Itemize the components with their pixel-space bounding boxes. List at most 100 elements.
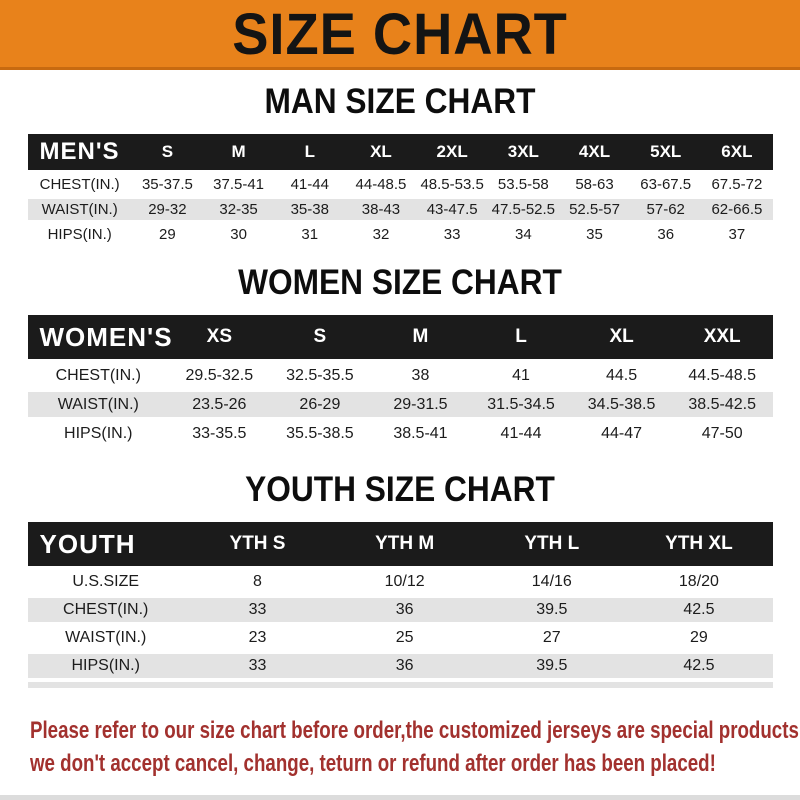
youth-size-chart-section: YOUTH SIZE CHART YOUTH YTH S YTH M YTH L YTH…: [0, 468, 800, 688]
man-size-chart-section: MAN SIZE CHART MEN'S S M L XL 2XL 3XL 4XL 5XL 6XL…: [0, 82, 800, 249]
size-column-header: YTH XL: [625, 522, 773, 566]
size-value-cell: 36: [630, 224, 702, 245]
size-column-header: 2XL: [416, 134, 488, 170]
size-value-cell: 34: [487, 224, 559, 245]
size-value-cell: 36: [331, 598, 479, 622]
bottom-edge-divider: [0, 795, 800, 800]
youth-table-header-row: YOUTH YTH S YTH M YTH L YTH XL: [27, 522, 773, 566]
women-data-row: CHEST(IN.) 29.5-32.5 32.5-35.5 38 41 44.5 44.5…: [27, 363, 773, 388]
size-value-cell: 39.5: [478, 598, 626, 622]
size-value-cell: 44.5-48.5: [671, 363, 773, 388]
size-column-header: L: [274, 134, 346, 170]
size-value-cell: 29: [131, 224, 203, 245]
banner: SIZE CHART: [0, 0, 800, 70]
row-label: HIPS(IN.): [27, 224, 132, 245]
size-column-header: 6XL: [701, 134, 773, 170]
size-value-cell: 31.5-34.5: [470, 392, 572, 417]
women-size-chart-title: WOMEN SIZE CHART: [238, 261, 562, 302]
size-value-cell: 37.5-41: [202, 174, 275, 195]
disclaimer: Please refer to our size chart before or…: [0, 714, 800, 780]
youth-size-chart-title: YOUTH SIZE CHART: [245, 468, 555, 509]
size-value-cell: 62-66.5: [701, 199, 773, 220]
size-value-cell: 30: [202, 224, 275, 245]
size-value-cell: 35-38: [274, 199, 346, 220]
size-value-cell: 33: [183, 598, 332, 622]
size-column-header: 5XL: [630, 134, 702, 170]
size-value-cell: 29: [625, 626, 773, 650]
man-size-table: MEN'S S M L XL 2XL 3XL 4XL 5XL 6XL CHEST(IN.) 35-37…: [27, 130, 773, 249]
size-value-cell: 8: [183, 570, 332, 594]
row-label: CHEST(IN.): [27, 598, 184, 622]
size-value-cell: 35: [558, 224, 631, 245]
size-value-cell: 33: [416, 224, 488, 245]
row-label: CHEST(IN.): [27, 174, 132, 195]
size-column-header: S: [269, 315, 371, 359]
size-value-cell: 34.5-38.5: [571, 392, 672, 417]
size-value-cell: 63-67.5: [630, 174, 702, 195]
size-value-cell: 33: [183, 654, 332, 678]
youth-data-row: WAIST(IN.) 23 25 27 29: [27, 626, 773, 650]
women-table-header-label: WOMEN'S: [27, 315, 172, 359]
youth-table-header-label: YOUTH: [27, 522, 184, 566]
size-value-cell: 14/16: [478, 570, 626, 594]
size-value-cell: 39.5: [478, 654, 626, 678]
row-label: WAIST(IN.): [27, 392, 170, 417]
size-value-cell: 43-47.5: [416, 199, 488, 220]
size-value-cell: 29-32: [131, 199, 203, 220]
size-value-cell: 58-63: [558, 174, 631, 195]
size-column-header: 3XL: [487, 134, 559, 170]
size-value-cell: 42.5: [625, 598, 773, 622]
size-value-cell: 23: [183, 626, 332, 650]
women-size-chart-section: WOMEN SIZE CHART WOMEN'S XS S M L XL XXL CHEST(…: [0, 261, 800, 450]
size-value-cell: 38.5-42.5: [671, 392, 773, 417]
size-value-cell: 35.5-38.5: [269, 421, 371, 446]
men-data-row: HIPS(IN.) 29 30 31 32 33 34 35 36 37: [27, 224, 773, 245]
row-label: HIPS(IN.): [27, 654, 184, 678]
size-value-cell: 32-35: [202, 199, 275, 220]
youth-data-row: U.S.SIZE 8 10/12 14/16 18/20: [27, 570, 773, 594]
size-value-cell: 38: [370, 363, 471, 388]
size-value-cell: 38.5-41: [370, 421, 471, 446]
men-table-header-label: MEN'S: [27, 134, 132, 170]
men-table-header-row: MEN'S S M L XL 2XL 3XL 4XL 5XL 6XL: [27, 134, 773, 170]
size-column-header: XL: [571, 315, 672, 359]
women-data-row: HIPS(IN.) 33-35.5 35.5-38.5 38.5-41 41-44 44-…: [27, 421, 773, 446]
size-value-cell: 44-48.5: [345, 174, 417, 195]
size-value-cell: 41-44: [274, 174, 346, 195]
size-column-header: YTH L: [478, 522, 626, 566]
size-value-cell: 41: [470, 363, 572, 388]
size-column-header: M: [370, 315, 471, 359]
women-size-table: WOMEN'S XS S M L XL XXL CHEST(IN.) 29.5-32.5 32.5…: [27, 311, 773, 450]
size-value-cell: 57-62: [630, 199, 702, 220]
size-value-cell: 32: [345, 224, 417, 245]
men-data-row: CHEST(IN.) 35-37.5 37.5-41 41-44 44-48.5 48.5…: [27, 174, 773, 195]
size-column-header: S: [131, 134, 203, 170]
size-value-cell: 52.5-57: [558, 199, 631, 220]
size-value-cell: 10/12: [331, 570, 479, 594]
youth-data-row: HIPS(IN.) 33 36 39.5 42.5: [27, 654, 773, 678]
size-column-header: YTH S: [183, 522, 332, 566]
size-value-cell: 27: [478, 626, 626, 650]
size-value-cell: 47.5-52.5: [487, 199, 559, 220]
size-column-header: XL: [345, 134, 417, 170]
size-value-cell: 41-44: [470, 421, 572, 446]
size-value-cell: 31: [274, 224, 346, 245]
size-value-cell: 53.5-58: [487, 174, 559, 195]
row-label: HIPS(IN.): [27, 421, 170, 446]
size-column-header: YTH M: [331, 522, 479, 566]
women-table-header-row: WOMEN'S XS S M L XL XXL: [27, 315, 773, 359]
size-column-header: XXL: [671, 315, 773, 359]
size-column-header: L: [470, 315, 572, 359]
size-value-cell: 44-47: [571, 421, 672, 446]
disclaimer-line-1: Please refer to our size chart before or…: [30, 717, 800, 744]
size-value-cell: 33-35.5: [169, 421, 270, 446]
women-data-row: WAIST(IN.) 23.5-26 26-29 29-31.5 31.5-34.5 34…: [27, 392, 773, 417]
size-value-cell: 29.5-32.5: [169, 363, 270, 388]
size-column-header: XS: [169, 315, 270, 359]
size-value-cell: 32.5-35.5: [269, 363, 371, 388]
youth-data-row: CHEST(IN.) 33 36 39.5 42.5: [27, 598, 773, 622]
row-label: WAIST(IN.): [27, 626, 184, 650]
disclaimer-line-2: we don't accept cancel, change, teturn o…: [30, 750, 716, 777]
size-value-cell: 48.5-53.5: [416, 174, 488, 195]
